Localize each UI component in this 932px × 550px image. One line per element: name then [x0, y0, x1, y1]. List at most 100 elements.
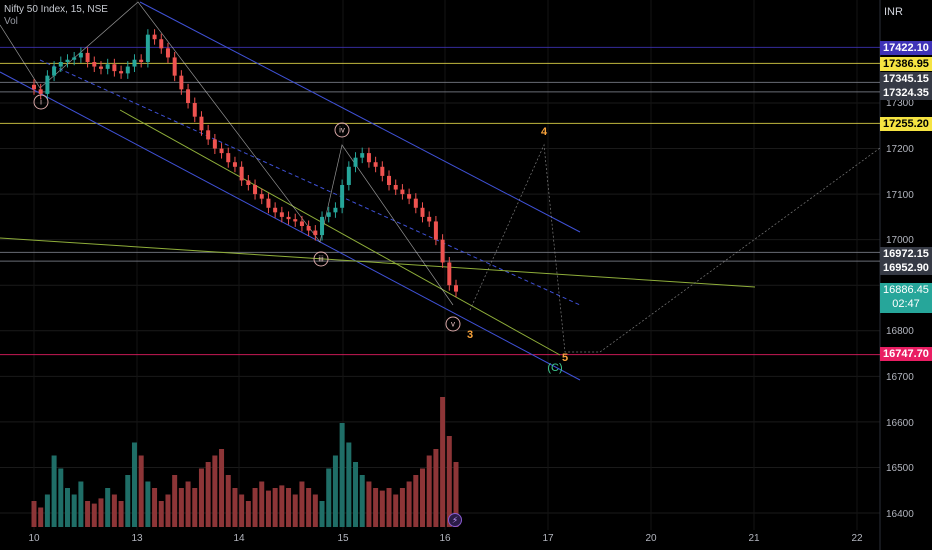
candle-body	[393, 185, 398, 190]
candle-body	[293, 219, 298, 222]
trend-line-2	[119, 109, 561, 356]
volume-bar	[205, 462, 211, 527]
volume-bar	[105, 488, 111, 527]
x-tick: 10	[28, 533, 40, 544]
volume-bar	[152, 488, 158, 527]
candle-body	[320, 216, 325, 236]
lightning-icon[interactable]: ⚡	[448, 513, 462, 527]
candle-body	[246, 180, 251, 185]
volume-bar	[185, 481, 191, 527]
wave-label-c: (C)	[547, 362, 563, 374]
volume-bar	[125, 475, 131, 527]
volume-bar	[178, 488, 184, 527]
volume-bar	[91, 503, 97, 527]
volume-bar	[326, 468, 332, 527]
candles	[32, 29, 458, 298]
candle-body	[152, 34, 157, 40]
volume-bar	[118, 501, 124, 527]
volume-bar	[225, 475, 231, 527]
candle-body	[206, 130, 211, 140]
price-label-17324: 17324.35	[880, 86, 932, 100]
candle-body	[346, 166, 351, 185]
volume-bar	[78, 481, 84, 527]
volume-bar	[279, 485, 285, 527]
volume-bar	[453, 462, 459, 527]
trend-line	[0, 237, 756, 288]
volume-bar	[339, 423, 345, 527]
channel-mid	[39, 59, 581, 306]
volume-bar	[259, 481, 265, 527]
volume-bar	[265, 490, 271, 527]
volume-bar	[319, 501, 325, 527]
candle-body	[313, 230, 318, 236]
candle-body	[454, 285, 458, 292]
projection-path	[469, 143, 881, 353]
y-tick: 17200	[886, 144, 914, 155]
candle-body	[340, 185, 345, 208]
volume-bar	[332, 455, 338, 527]
volume-bar	[44, 494, 50, 527]
y-tick: 17300	[886, 98, 914, 109]
y-tick: 17000	[886, 235, 914, 246]
y-tick: 16500	[886, 463, 914, 474]
wave-label-iii: iii	[313, 251, 329, 267]
candle-body	[273, 207, 278, 213]
volume-bar	[192, 488, 198, 527]
candle-body	[112, 64, 117, 72]
volume-bar	[353, 462, 359, 527]
volume-bar	[38, 507, 44, 527]
volume-bar	[312, 494, 318, 527]
candle-body	[65, 59, 70, 62]
volume-bar	[306, 488, 312, 527]
wave-label-iv: iv	[334, 122, 350, 138]
candle-body	[440, 239, 445, 263]
volume-bar	[172, 475, 178, 527]
y-tick: 16700	[886, 372, 914, 383]
wave-label-v: v	[445, 316, 461, 332]
volume-bar	[131, 442, 137, 527]
candle-body	[279, 212, 284, 217]
candle-body	[447, 262, 452, 286]
candle-body	[400, 189, 405, 195]
volume-bar	[346, 442, 352, 527]
x-tick: 20	[645, 533, 657, 544]
price-label-16747: 16747.70	[880, 347, 932, 361]
price-label-16952: 16952.90	[880, 261, 932, 275]
volume-bar	[393, 494, 399, 527]
volume-bar	[299, 481, 305, 527]
volume-bar	[31, 501, 37, 527]
volume-bar	[399, 488, 405, 527]
volume-bar	[446, 436, 452, 527]
x-tick: 14	[233, 533, 245, 544]
volume-bar	[165, 494, 171, 527]
candle-body	[413, 198, 418, 208]
volume-bar	[286, 488, 292, 527]
candle-body	[45, 75, 50, 94]
wave-label-5: 5	[561, 352, 569, 364]
candle-body	[360, 153, 365, 158]
horizontal-levels	[0, 46, 880, 356]
candle-body	[232, 162, 237, 167]
candle-body	[427, 216, 432, 222]
candle-body	[38, 89, 43, 94]
wave-label-4: 4	[540, 126, 548, 138]
volume-bar	[51, 455, 57, 527]
candle-body	[179, 75, 184, 90]
y-tick: 16800	[886, 326, 914, 337]
volume-bar	[252, 488, 258, 527]
volume-bar	[212, 455, 218, 527]
last-price-value: 16886.45	[883, 284, 929, 296]
candle-body	[212, 139, 217, 149]
volume-bar	[232, 488, 238, 527]
price-label-16972: 16972.15	[880, 247, 932, 261]
volume-bar	[158, 501, 164, 527]
y-tick: 16600	[886, 418, 914, 429]
volume-bar	[292, 494, 298, 527]
candle-body	[353, 157, 358, 167]
candle-body	[239, 166, 244, 181]
wave-label-3: 3	[466, 329, 474, 341]
volume-bar	[386, 488, 392, 527]
candle-body	[172, 57, 177, 76]
candle-body	[266, 198, 271, 208]
